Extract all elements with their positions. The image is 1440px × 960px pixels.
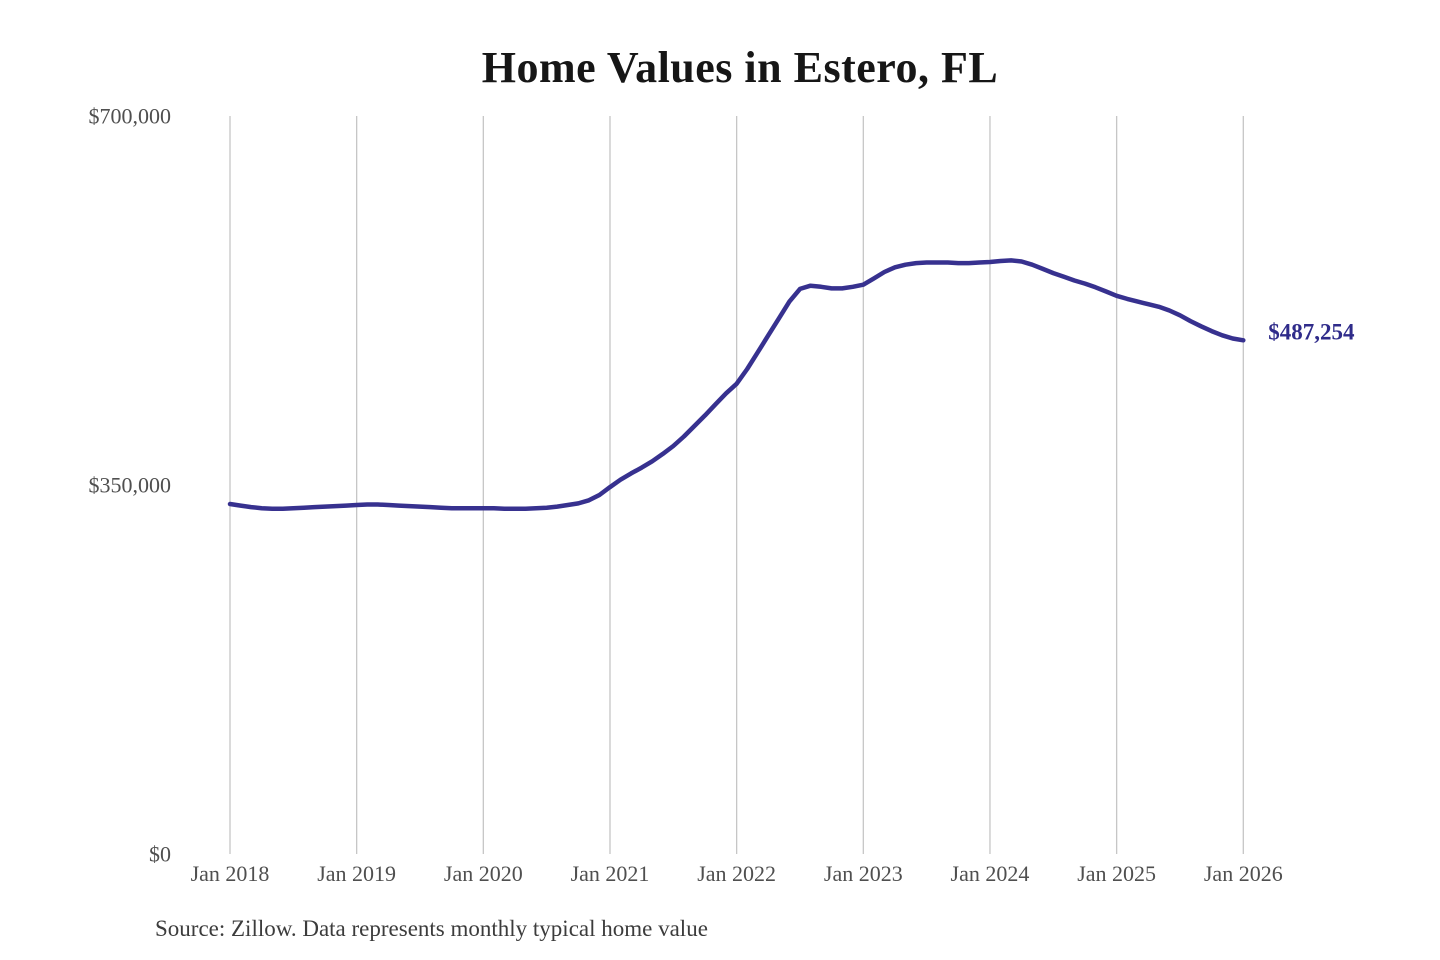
- x-tick-label: Jan 2022: [697, 861, 776, 886]
- x-tick-label: Jan 2021: [571, 861, 650, 886]
- source-note: Source: Zillow. Data represents monthly …: [155, 916, 708, 941]
- y-tick-label: $350,000: [89, 473, 172, 498]
- y-tick-label: $700,000: [89, 104, 172, 129]
- x-tick-label: Jan 2025: [1077, 861, 1156, 886]
- x-tick-label: Jan 2026: [1204, 861, 1283, 886]
- x-tick-label: Jan 2024: [951, 861, 1030, 886]
- x-tick-label: Jan 2018: [191, 861, 270, 886]
- x-tick-label: Jan 2020: [444, 861, 523, 886]
- y-tick-label: $0: [149, 842, 171, 867]
- x-tick-label: Jan 2019: [317, 861, 396, 886]
- x-tick-label: Jan 2023: [824, 861, 903, 886]
- chart-title: Home Values in Estero, FL: [481, 43, 999, 92]
- home-value-line: [227, 258, 1246, 511]
- current-value-label: $487,254: [1268, 319, 1355, 344]
